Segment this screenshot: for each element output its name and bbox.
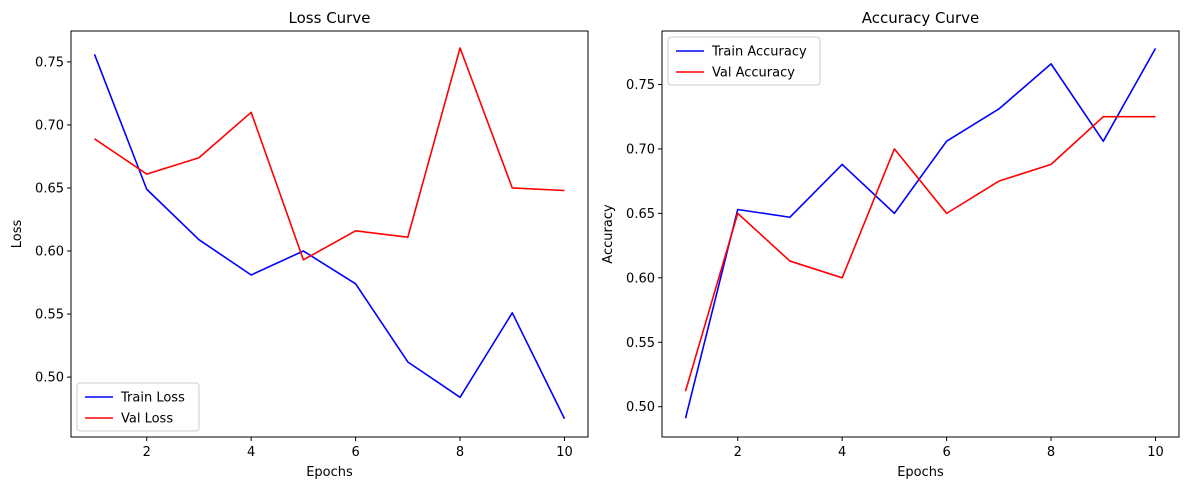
accuracy-legend-label-0: Train Accuracy — [711, 45, 807, 60]
loss-chart-title: Loss Curve — [289, 9, 371, 27]
accuracy-x-tick-label: 4 — [838, 445, 846, 460]
loss-x-tick-label: 8 — [456, 445, 464, 460]
loss-plot-area — [70, 30, 589, 438]
accuracy-legend-box — [667, 36, 821, 86]
accuracy-legend-label-1: Val Accuracy — [712, 66, 795, 81]
loss-x-tick-label: 4 — [247, 445, 255, 460]
accuracy-y-tick-label: 0.60 — [626, 271, 655, 286]
accuracy-y-tick-label: 0.65 — [626, 207, 655, 222]
accuracy-y-tick-label: 0.50 — [626, 400, 655, 415]
accuracy-x-axis-label: Epochs — [897, 465, 944, 480]
accuracy-x-tick-label: 6 — [942, 445, 950, 460]
loss-y-tick-label: 0.70 — [35, 118, 64, 133]
accuracy-legend: Train Accuracy Val Accuracy — [667, 36, 821, 86]
loss-series-line-1 — [94, 47, 565, 261]
loss-y-tick-label: 0.50 — [35, 371, 64, 386]
loss-legend-box — [76, 382, 200, 432]
loss-y-axis-label: Loss — [10, 220, 25, 249]
loss-series-line-0 — [93, 54, 566, 420]
loss-x-tick-label: 6 — [351, 445, 359, 460]
accuracy-y-axis-label: Accuracy — [601, 204, 616, 264]
loss-y-tick-label: 0.55 — [35, 308, 64, 323]
accuracy-series-line-1 — [684, 115, 1156, 392]
loss-x-tick-label: 10 — [556, 445, 573, 460]
accuracy-chart: 2 4 6 8 10 0.50 0.55 0.60 0.65 0.70 0.75 Accuracy C… — [601, 9, 1180, 480]
loss-y-tick-label: 0.60 — [35, 245, 64, 260]
accuracy-y-tick-label: 0.55 — [626, 336, 655, 351]
loss-x-tick-label: 2 — [143, 445, 151, 460]
loss-legend-label-0: Train Loss — [120, 391, 185, 406]
accuracy-chart-title: Accuracy Curve — [862, 9, 980, 27]
accuracy-x-tick-label: 2 — [734, 445, 742, 460]
accuracy-y-tick-label: 0.70 — [626, 142, 655, 157]
accuracy-x-tick-label: 10 — [1147, 445, 1164, 460]
accuracy-y-tick-label: 0.75 — [626, 78, 655, 93]
loss-y-tick-label: 0.75 — [35, 55, 64, 70]
accuracy-series-line-0 — [684, 48, 1157, 419]
loss-legend-label-1: Val Loss — [121, 412, 173, 427]
loss-x-axis-label: Epochs — [306, 465, 353, 480]
loss-y-tick-label: 0.65 — [35, 181, 64, 196]
accuracy-x-tick-label: 8 — [1047, 445, 1055, 460]
accuracy-plot-area — [661, 30, 1180, 438]
loss-chart: 2 4 6 8 10 0.50 0.55 0.60 0.65 0.70 0.75 Loss Curve… — [10, 9, 589, 480]
loss-legend: Train Loss Val Loss — [76, 382, 200, 432]
